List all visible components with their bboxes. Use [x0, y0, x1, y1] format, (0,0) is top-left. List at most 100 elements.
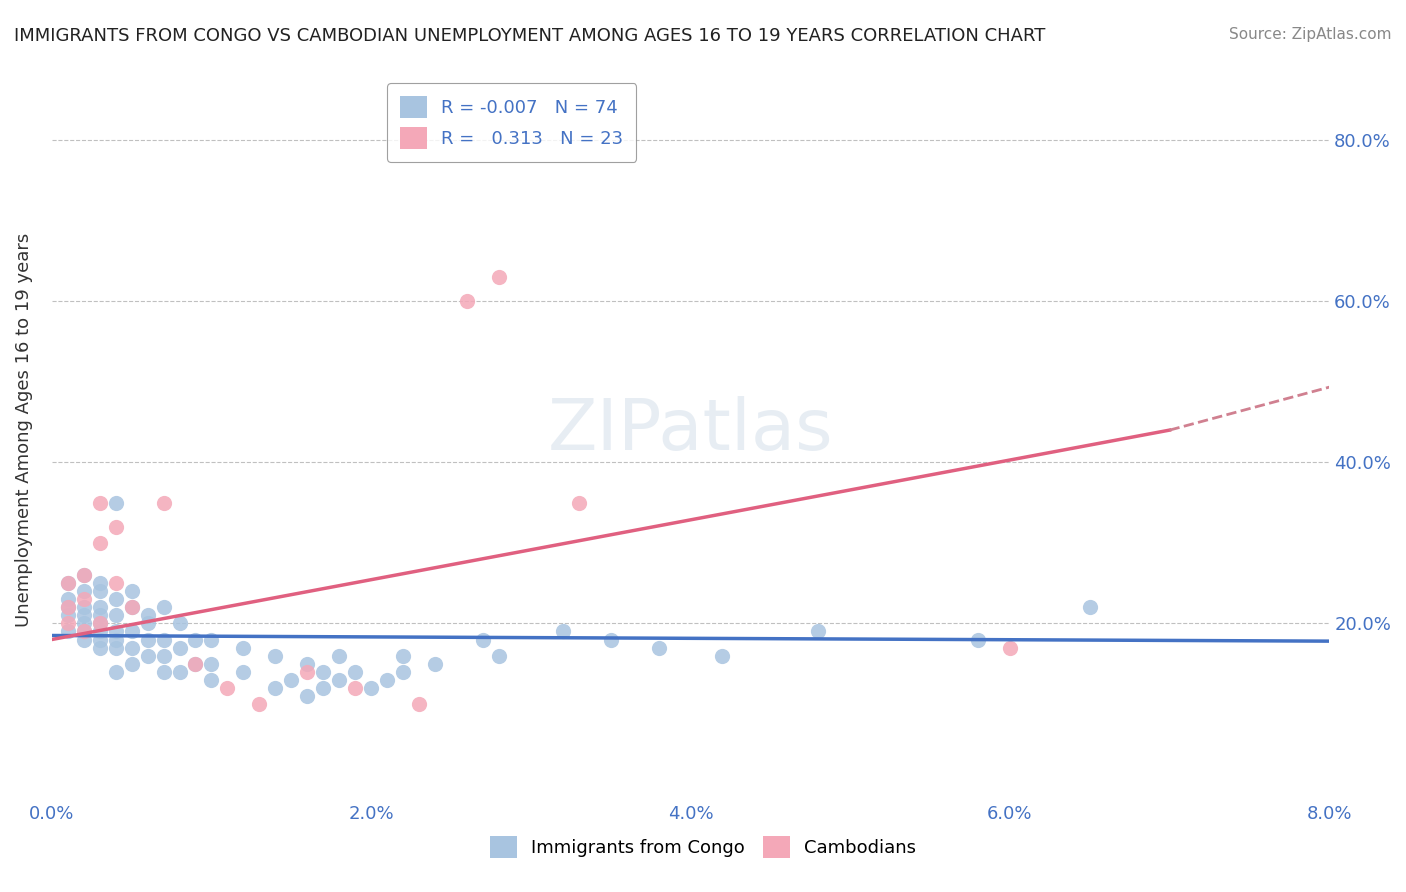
Point	[56, 624, 79, 639]
Point	[423, 657, 446, 671]
Text: IMMIGRANTS FROM CONGO VS CAMBODIAN UNEMPLOYMENT AMONG AGES 16 TO 19 YEARS CORREL: IMMIGRANTS FROM CONGO VS CAMBODIAN UNEMP…	[14, 27, 1046, 45]
Point	[1078, 600, 1101, 615]
Y-axis label: Unemployment Among Ages 16 to 19 years: Unemployment Among Ages 16 to 19 years	[15, 233, 32, 627]
Point	[89, 616, 111, 631]
Point	[104, 495, 127, 509]
Point	[217, 681, 239, 695]
Point	[56, 600, 79, 615]
Point	[647, 640, 669, 655]
Point	[169, 640, 191, 655]
Text: ZIPatlas: ZIPatlas	[548, 396, 834, 465]
Point	[56, 600, 79, 615]
Point	[104, 624, 127, 639]
Point	[488, 648, 510, 663]
Point	[104, 640, 127, 655]
Text: Source: ZipAtlas.com: Source: ZipAtlas.com	[1229, 27, 1392, 42]
Point	[89, 616, 111, 631]
Point	[312, 665, 335, 679]
Point	[121, 657, 143, 671]
Point	[73, 568, 96, 582]
Point	[73, 624, 96, 639]
Point	[247, 697, 270, 711]
Point	[89, 495, 111, 509]
Point	[152, 600, 174, 615]
Point	[184, 632, 207, 647]
Point	[456, 294, 478, 309]
Point	[121, 600, 143, 615]
Point	[104, 632, 127, 647]
Point	[328, 648, 350, 663]
Point	[169, 616, 191, 631]
Point	[551, 624, 574, 639]
Point	[184, 657, 207, 671]
Point	[967, 632, 990, 647]
Point	[56, 608, 79, 623]
Point	[328, 673, 350, 687]
Point	[73, 568, 96, 582]
Point	[104, 665, 127, 679]
Point	[89, 536, 111, 550]
Point	[121, 584, 143, 599]
Point	[200, 632, 222, 647]
Point	[471, 632, 494, 647]
Point	[599, 632, 621, 647]
Point	[136, 648, 159, 663]
Point	[73, 584, 96, 599]
Point	[344, 665, 367, 679]
Point	[89, 576, 111, 591]
Point	[89, 640, 111, 655]
Point	[232, 665, 254, 679]
Point	[136, 632, 159, 647]
Point	[73, 624, 96, 639]
Point	[73, 592, 96, 607]
Point	[169, 665, 191, 679]
Point	[280, 673, 302, 687]
Point	[152, 648, 174, 663]
Point	[89, 600, 111, 615]
Point	[152, 665, 174, 679]
Point	[297, 665, 319, 679]
Point	[232, 640, 254, 655]
Point	[73, 600, 96, 615]
Point	[297, 689, 319, 703]
Point	[104, 592, 127, 607]
Point	[408, 697, 430, 711]
Point	[152, 632, 174, 647]
Point	[89, 624, 111, 639]
Point	[121, 640, 143, 655]
Point	[200, 673, 222, 687]
Point	[312, 681, 335, 695]
Point	[121, 624, 143, 639]
Point	[807, 624, 830, 639]
Point	[711, 648, 734, 663]
Point	[73, 616, 96, 631]
Point	[89, 632, 111, 647]
Point	[56, 576, 79, 591]
Legend: R = -0.007   N = 74, R =   0.313   N = 23: R = -0.007 N = 74, R = 0.313 N = 23	[387, 84, 636, 161]
Point	[568, 495, 591, 509]
Point	[56, 576, 79, 591]
Point	[392, 648, 415, 663]
Point	[104, 608, 127, 623]
Point	[136, 616, 159, 631]
Point	[344, 681, 367, 695]
Point	[56, 592, 79, 607]
Point	[998, 640, 1021, 655]
Point	[89, 584, 111, 599]
Point	[360, 681, 382, 695]
Point	[200, 657, 222, 671]
Point	[375, 673, 398, 687]
Point	[264, 681, 287, 695]
Point	[73, 608, 96, 623]
Point	[89, 608, 111, 623]
Point	[488, 270, 510, 285]
Point	[136, 608, 159, 623]
Point	[392, 665, 415, 679]
Point	[297, 657, 319, 671]
Point	[104, 520, 127, 534]
Point	[264, 648, 287, 663]
Point	[121, 600, 143, 615]
Point	[56, 616, 79, 631]
Legend: Immigrants from Congo, Cambodians: Immigrants from Congo, Cambodians	[482, 829, 924, 865]
Point	[184, 657, 207, 671]
